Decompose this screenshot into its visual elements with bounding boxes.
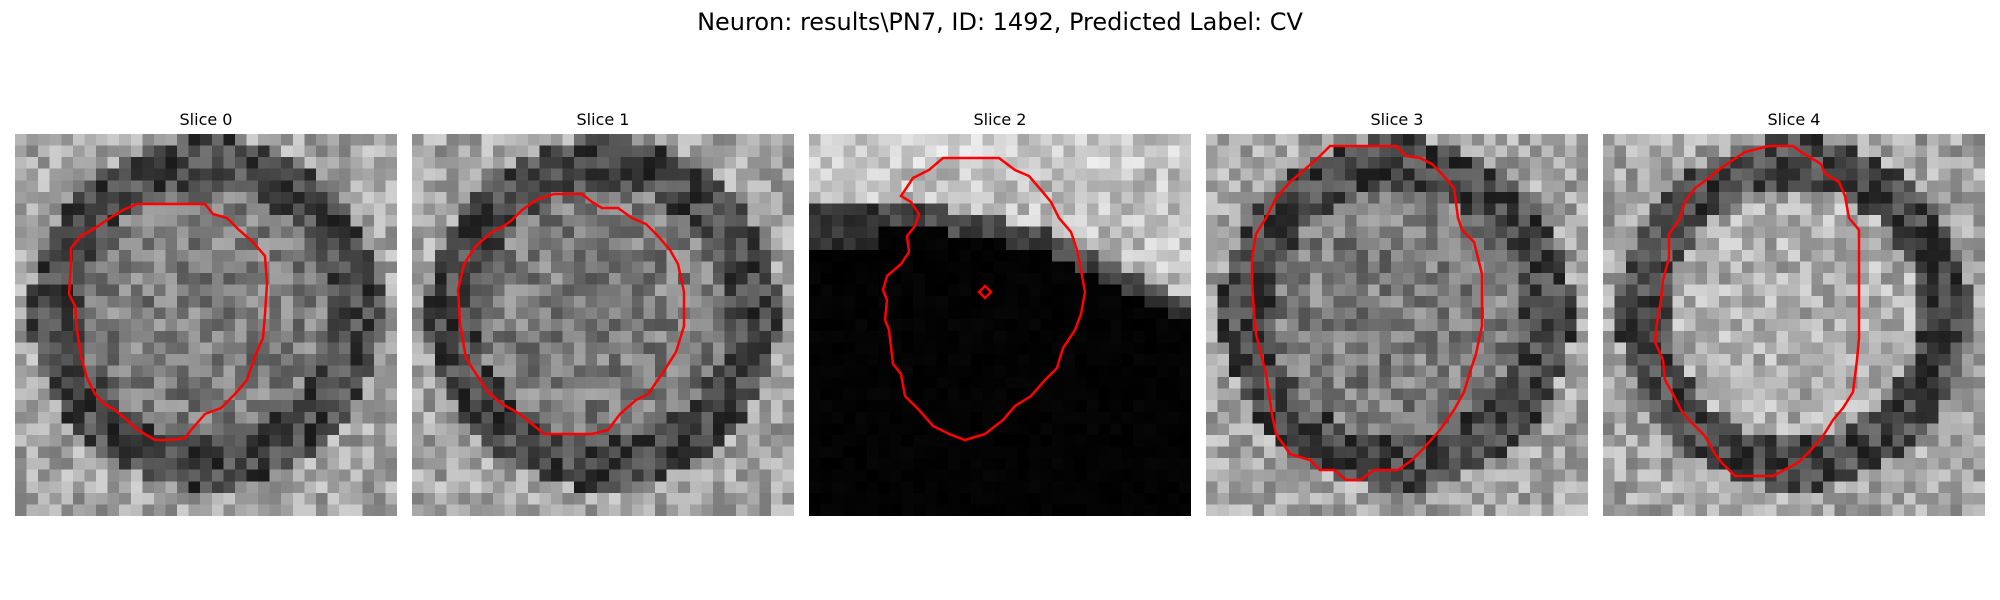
slice-image: [15, 134, 397, 516]
microscopy-image: [1206, 134, 1588, 516]
slice-title: Slice 1: [576, 110, 630, 129]
segmentation-contour: [456, 192, 686, 436]
segmentation-contour: [1250, 144, 1484, 482]
slice-title: Slice 4: [1767, 110, 1821, 129]
slice-title: Slice 3: [1370, 110, 1424, 129]
slice-image: [1206, 134, 1588, 516]
segmentation-contour: [67, 202, 269, 442]
slice-title: Slice 2: [973, 110, 1027, 129]
segmentation-contour: [881, 156, 1087, 442]
microscopy-image: [15, 134, 397, 516]
slice-image: [412, 134, 794, 516]
microscopy-image: [412, 134, 794, 516]
segmentation-contour: [1653, 144, 1861, 478]
slice-image: [1603, 134, 1985, 516]
microscopy-image: [1603, 134, 1985, 516]
figure-title: Neuron: results\PN7, ID: 1492, Predicted…: [697, 8, 1303, 36]
slice-title: Slice 0: [179, 110, 233, 129]
slice-image: [809, 134, 1191, 516]
microscopy-image: [809, 134, 1191, 516]
